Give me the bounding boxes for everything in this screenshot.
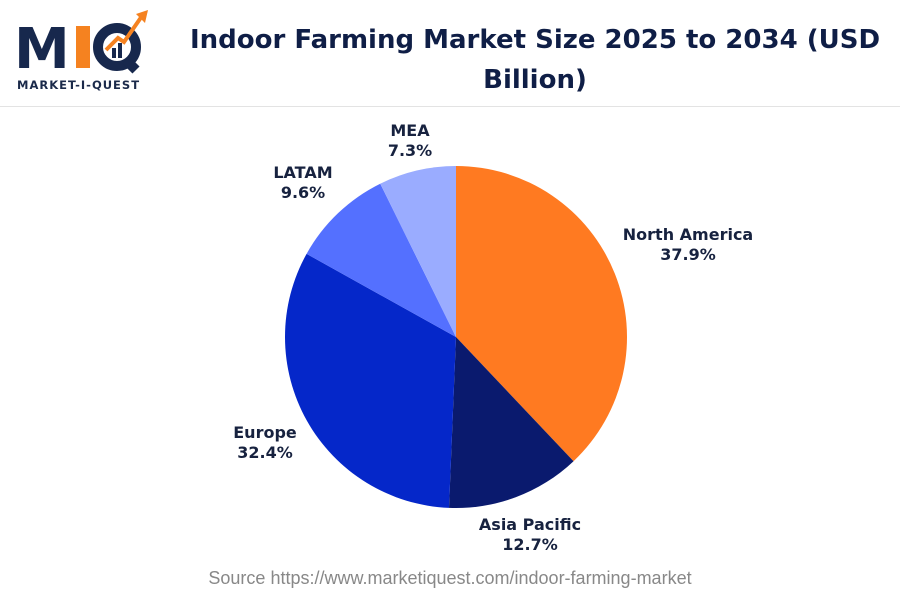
svg-text:M: M (14, 17, 70, 80)
pie-slice-europe (285, 253, 456, 508)
slice-label-value: 32.4% (237, 443, 293, 462)
logo: M (14, 10, 164, 96)
pie-slice-asia-pacific (449, 337, 574, 508)
slice-label: LATAM 9.6% (273, 163, 332, 203)
slice-label: Europe 32.4% (233, 423, 297, 463)
slice-label: Asia Pacific 12.7% (479, 515, 581, 555)
pie-slice-latam (306, 183, 456, 337)
pie-slice-north-america (456, 166, 627, 462)
slice-label: MEA 7.3% (388, 121, 432, 161)
slice-label-name: Europe (233, 423, 297, 442)
chart-title: Indoor Farming Market Size 2025 to 2034 … (189, 25, 881, 95)
slice-label-value: 37.9% (660, 245, 716, 264)
slice-label-value: 7.3% (387, 141, 433, 160)
pie-slice-mea (380, 166, 456, 337)
source-text: Source https://www.marketiquest.com/indo… (208, 568, 692, 588)
logo-subtitle: MARKET-I-QUEST (17, 78, 141, 92)
slice-label-name: North America (622, 225, 754, 244)
slice-label: North America 37.9% (623, 225, 753, 265)
divider (0, 106, 900, 107)
slice-label-name: LATAM (273, 163, 333, 182)
slice-label-name: MEA (390, 121, 430, 140)
slice-label-name: Asia Pacific (478, 515, 582, 534)
slice-label-value: 12.7% (502, 535, 558, 554)
slice-label-value: 9.6% (280, 183, 326, 202)
